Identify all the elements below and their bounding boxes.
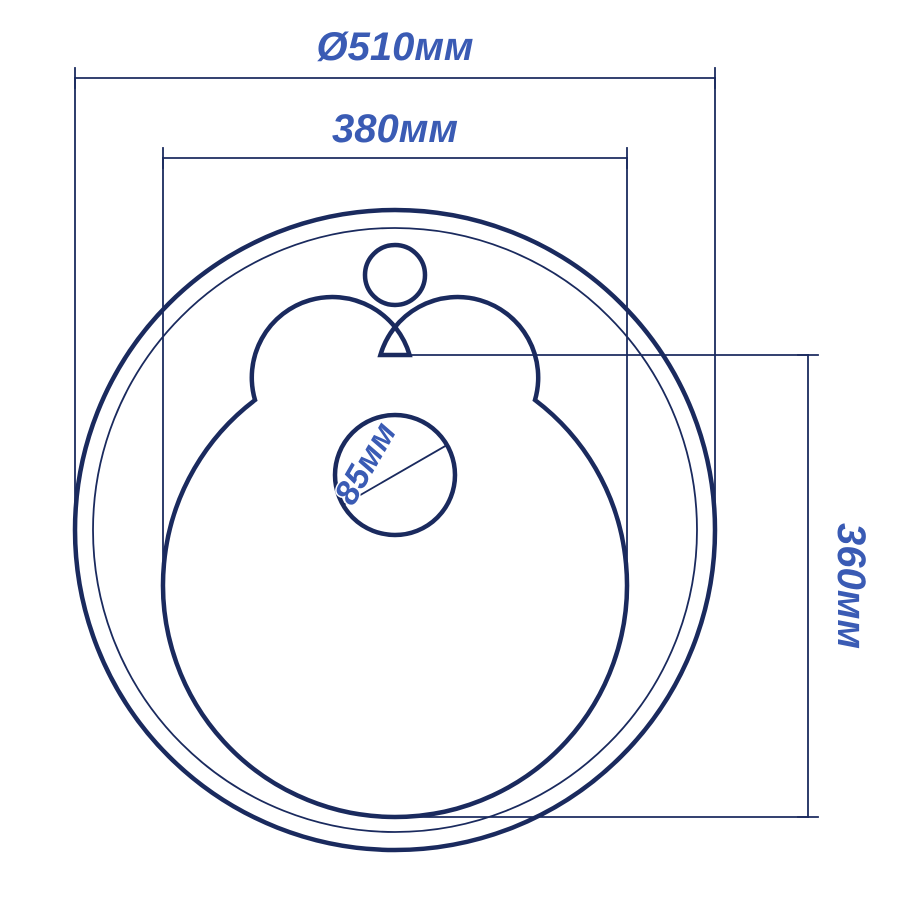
label-outer-diameter: Ø510мм [316,25,473,69]
dim-tick [442,436,452,453]
bowl-outline [163,297,627,817]
label-drain: 85мм [327,416,404,511]
inner-rim [93,228,697,832]
label-bowl-height: 360мм [829,523,873,649]
faucet-hole [365,245,425,305]
label-bowl-width: 380мм [332,107,458,151]
